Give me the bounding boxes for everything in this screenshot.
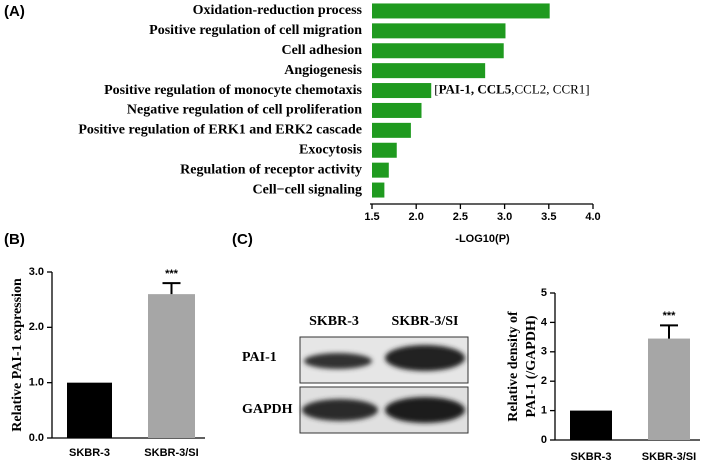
bar	[148, 294, 195, 438]
annotation-part: [	[434, 82, 438, 97]
error-bar	[162, 282, 181, 295]
bar	[648, 338, 690, 440]
y-tick-label: 4	[541, 316, 548, 328]
blot-band	[385, 345, 465, 371]
bar	[67, 382, 112, 438]
x-tick-label: SKBR-3	[571, 451, 612, 463]
x-tick-label: SKBR-3/SI	[144, 447, 198, 459]
bar	[372, 182, 385, 198]
y-tick-label: 0	[541, 434, 547, 446]
bar	[372, 3, 550, 19]
y-tick-label: 5	[541, 287, 547, 299]
y-tick-label: Positive regulation of cell migration	[149, 23, 362, 38]
x-tick-label: 2.0	[409, 211, 424, 223]
bar	[372, 122, 411, 138]
x-tick-label: 3.5	[541, 211, 556, 223]
x-tick-label: SKBR-3	[69, 447, 110, 459]
error-bar	[660, 324, 678, 339]
y-tick-label: Cell adhesion	[281, 43, 362, 58]
x-tick-label: 2.5	[453, 211, 468, 223]
western-blot	[299, 336, 469, 434]
y-axis-label: Relative density of	[506, 311, 521, 422]
x-tick-label: 4.0	[585, 211, 600, 223]
row-label: GAPDH	[242, 402, 293, 417]
y-tick-label: Cell−cell signaling	[253, 182, 362, 197]
panel-label: (A)	[4, 3, 25, 20]
panel-label: (C)	[232, 231, 253, 248]
bar	[372, 162, 389, 178]
blot-band	[302, 399, 378, 421]
annotation-part: PAI-1, CCL5	[439, 82, 512, 97]
y-tick-label: 2	[541, 375, 547, 387]
y-tick-label: Positive regulation of monocyte chemotax…	[104, 83, 362, 98]
bar	[372, 83, 432, 99]
y-tick-label: Regulation of receptor activity	[180, 162, 362, 177]
y-tick-label: Oxidation-reduction process	[193, 3, 363, 18]
bar	[372, 102, 422, 118]
lane-label: SKBR-3/SI	[392, 314, 459, 329]
y-tick-label: Negative regulation of cell proliferatio…	[127, 103, 362, 118]
row-label: PAI-1	[242, 350, 277, 365]
y-tick-label: Exocytosis	[299, 142, 363, 157]
x-tick-label: 3.0	[497, 211, 512, 223]
blot-band	[304, 353, 372, 369]
panel-label: (B)	[4, 231, 25, 248]
x-tick-label: SKBR-3/SI	[642, 451, 696, 463]
y-tick-label: Angiogenesis	[284, 63, 362, 78]
blot-band	[385, 397, 465, 423]
y-tick-label: 1.0	[29, 377, 44, 389]
bar	[372, 23, 506, 39]
y-axis-label: PAI-1 (/GAPDH)	[524, 315, 539, 417]
y-tick-label: 1	[541, 405, 547, 417]
y-tick-label: Positive regulation of ERK1 and ERK2 cas…	[78, 123, 362, 138]
significance-label: ***	[165, 268, 179, 280]
y-axis-label: Relative PAI-1 expression	[10, 278, 25, 432]
annotation: [PAI-1, CCL5,CCL2, CCR1]	[434, 82, 589, 97]
y-tick-label: 0.0	[29, 432, 44, 444]
y-tick-label: 3.0	[29, 266, 44, 278]
bar	[372, 43, 504, 59]
x-tick-label: 1.5	[364, 211, 379, 223]
y-tick-label: 3	[541, 346, 547, 358]
x-axis-label: -LOG10(P)	[455, 233, 510, 245]
bar	[372, 142, 397, 158]
bar	[372, 63, 486, 79]
lane-label: SKBR-3	[309, 314, 359, 329]
bar	[570, 410, 612, 440]
y-tick-label: 2.0	[29, 321, 44, 333]
annotation-part: ,CCL2, CCR1]	[511, 82, 589, 97]
significance-label: ***	[663, 310, 677, 322]
